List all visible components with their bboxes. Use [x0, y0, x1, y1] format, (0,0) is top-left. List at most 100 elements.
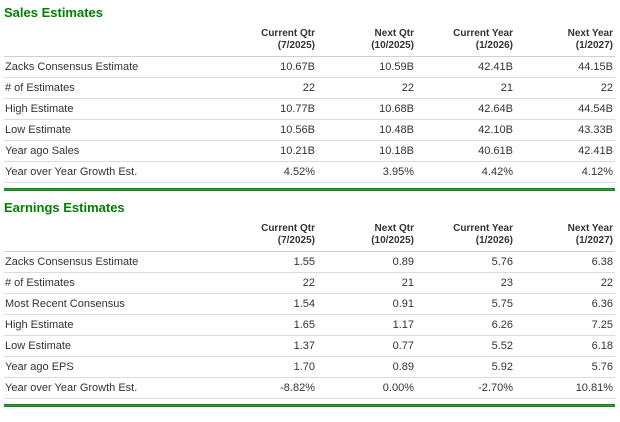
table-row: Low Estimate 1.37 0.77 5.52 6.18: [4, 335, 615, 357]
header-label: Current Qtr: [261, 223, 315, 234]
row-value-cell: 7.25: [515, 314, 615, 336]
sales-estimates-section: Sales Estimates Current Qtr (7/2025) Nex…: [4, 0, 615, 200]
header-empty: [4, 26, 231, 57]
row-label-cell: Year over Year Growth Est.: [4, 161, 231, 183]
header-label: Next Qtr: [374, 28, 414, 39]
row-value-cell: 43.33B: [515, 119, 615, 141]
row-value-cell: 5.75: [416, 293, 515, 315]
row-label-cell: Zacks Consensus Estimate: [4, 251, 231, 273]
row-label-cell: # of Estimates: [4, 272, 231, 294]
header-period: (7/2025): [277, 40, 315, 51]
section-title-sales: Sales Estimates: [4, 5, 104, 20]
earnings-estimates-section: Earnings Estimates Current Qtr (7/2025) …: [4, 200, 615, 407]
header-period: (7/2025): [277, 235, 315, 246]
header-period: (1/2027): [575, 40, 613, 51]
row-label-cell: High Estimate: [4, 314, 231, 336]
row-value-cell: 22: [515, 272, 615, 294]
header-label: Next Year: [567, 223, 613, 234]
row-label-cell: Low Estimate: [4, 335, 231, 357]
row-value-cell: 10.18B: [317, 140, 416, 162]
row-value-cell: 4.42%: [416, 161, 515, 183]
row-value-cell: 10.59B: [317, 56, 416, 78]
table-row: # of Estimates 22 21 23 22: [4, 272, 615, 294]
row-label-cell: Low Estimate: [4, 119, 231, 141]
row-value-cell: 1.55: [231, 251, 317, 273]
row-value-cell: 22: [317, 77, 416, 99]
row-value-cell: 1.70: [231, 356, 317, 378]
row-value-cell: 21: [416, 77, 515, 99]
row-value-cell: 5.52: [416, 335, 515, 357]
estimates-page: Sales Estimates Current Qtr (7/2025) Nex…: [4, 0, 615, 407]
row-value-cell: 42.41B: [416, 56, 515, 78]
row-value-cell: 10.68B: [317, 98, 416, 120]
section-title-earnings: Earnings Estimates: [4, 200, 125, 215]
row-value-cell: 22: [231, 272, 317, 294]
row-value-cell: 1.65: [231, 314, 317, 336]
row-value-cell: 44.15B: [515, 56, 615, 78]
header-empty: [4, 221, 231, 252]
row-value-cell: -2.70%: [416, 377, 515, 399]
header-next-year: Next Year (1/2027): [515, 26, 615, 57]
row-value-cell: 42.64B: [416, 98, 515, 120]
table-row: Most Recent Consensus 1.54 0.91 5.75 6.3…: [4, 293, 615, 315]
header-current-qtr: Current Qtr (7/2025): [231, 221, 317, 252]
row-value-cell: 42.10B: [416, 119, 515, 141]
table-row: Year ago Sales 10.21B 10.18B 40.61B 42.4…: [4, 140, 615, 162]
row-value-cell: 4.12%: [515, 161, 615, 183]
row-value-cell: 5.76: [515, 356, 615, 378]
earnings-estimates-table: Current Qtr (7/2025) Next Qtr (10/2025) …: [4, 221, 615, 399]
row-value-cell: 10.81%: [515, 377, 615, 399]
row-value-cell: 10.21B: [231, 140, 317, 162]
header-current-qtr: Current Qtr (7/2025): [231, 26, 317, 57]
row-value-cell: 22: [231, 77, 317, 99]
section-divider: [4, 404, 615, 407]
row-value-cell: 6.18: [515, 335, 615, 357]
table-row: # of Estimates 22 22 21 22: [4, 77, 615, 99]
table-header: Current Qtr (7/2025) Next Qtr (10/2025) …: [4, 26, 615, 57]
row-label-cell: Year ago EPS: [4, 356, 231, 378]
row-label-cell: # of Estimates: [4, 77, 231, 99]
header-next-qtr: Next Qtr (10/2025): [317, 26, 416, 57]
row-value-cell: 1.54: [231, 293, 317, 315]
row-value-cell: 1.17: [317, 314, 416, 336]
header-next-qtr: Next Qtr (10/2025): [317, 221, 416, 252]
row-value-cell: 6.38: [515, 251, 615, 273]
header-label: Current Year: [453, 223, 513, 234]
row-value-cell: 5.92: [416, 356, 515, 378]
row-value-cell: 10.77B: [231, 98, 317, 120]
row-value-cell: 6.26: [416, 314, 515, 336]
header-period: (10/2025): [371, 40, 414, 51]
row-value-cell: 0.89: [317, 251, 416, 273]
row-value-cell: 0.89: [317, 356, 416, 378]
row-value-cell: 23: [416, 272, 515, 294]
header-next-year: Next Year (1/2027): [515, 221, 615, 252]
row-label-cell: Zacks Consensus Estimate: [4, 56, 231, 78]
row-value-cell: 0.91: [317, 293, 416, 315]
sales-estimates-table: Current Qtr (7/2025) Next Qtr (10/2025) …: [4, 26, 615, 183]
header-label: Next Year: [567, 28, 613, 39]
section-gap: [4, 191, 615, 200]
header-period: (1/2026): [475, 235, 513, 246]
table-row: Year over Year Growth Est. 4.52% 3.95% 4…: [4, 161, 615, 183]
row-value-cell: 0.00%: [317, 377, 416, 399]
table-row: Zacks Consensus Estimate 1.55 0.89 5.76 …: [4, 251, 615, 273]
row-label-cell: Year over Year Growth Est.: [4, 377, 231, 399]
header-label: Current Year: [453, 28, 513, 39]
header-label: Current Qtr: [261, 28, 315, 39]
row-value-cell: 44.54B: [515, 98, 615, 120]
row-value-cell: 10.48B: [317, 119, 416, 141]
section-divider: [4, 188, 615, 191]
table-row: Low Estimate 10.56B 10.48B 42.10B 43.33B: [4, 119, 615, 141]
row-value-cell: 6.36: [515, 293, 615, 315]
table-row: High Estimate 1.65 1.17 6.26 7.25: [4, 314, 615, 336]
header-label: Next Qtr: [374, 223, 414, 234]
row-value-cell: 5.76: [416, 251, 515, 273]
row-value-cell: 10.67B: [231, 56, 317, 78]
table-row: Year ago EPS 1.70 0.89 5.92 5.76: [4, 356, 615, 378]
header-current-year: Current Year (1/2026): [416, 221, 515, 252]
table-row: High Estimate 10.77B 10.68B 42.64B 44.54…: [4, 98, 615, 120]
row-value-cell: 3.95%: [317, 161, 416, 183]
row-value-cell: 4.52%: [231, 161, 317, 183]
row-value-cell: 21: [317, 272, 416, 294]
table-row: Zacks Consensus Estimate 10.67B 10.59B 4…: [4, 56, 615, 78]
